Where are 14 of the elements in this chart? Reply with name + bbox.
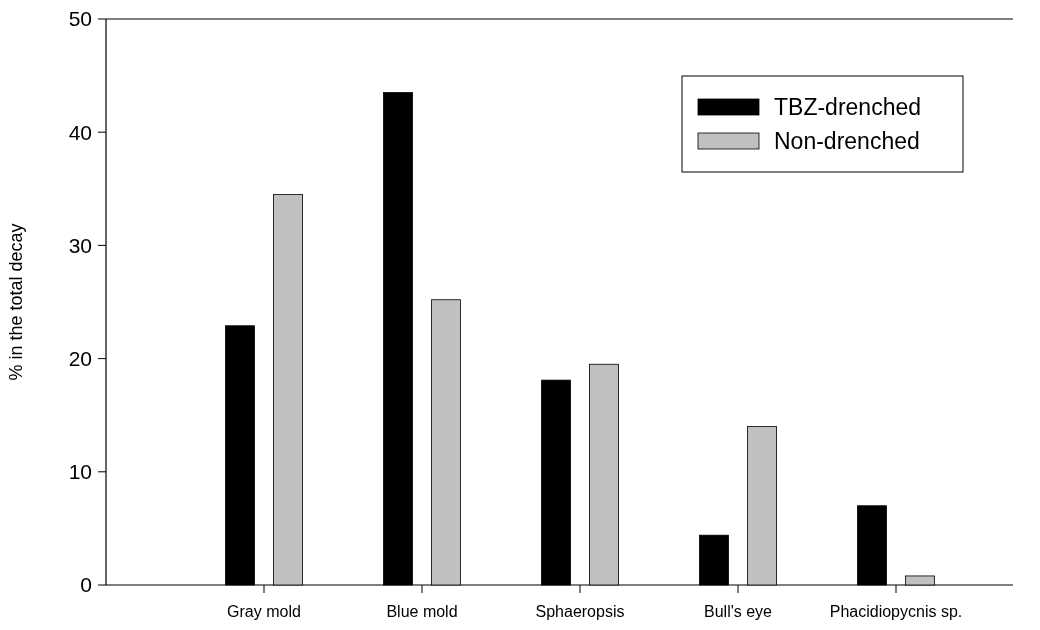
legend-label: Non-drenched	[774, 128, 920, 155]
x-tick-label: Bull's eye	[704, 603, 773, 620]
x-tick-label: Gray mold	[227, 603, 301, 620]
y-tick-label: 40	[68, 120, 92, 144]
y-tick-label: 30	[68, 233, 92, 257]
x-tick-label: Blue mold	[386, 603, 458, 620]
y-tick-label: 10	[68, 460, 92, 484]
x-tick-label: Phacidiopycnis sp.	[829, 603, 963, 620]
legend-label: TBZ-drenched	[774, 94, 922, 121]
x-tick-label: Sphaeropsis	[535, 603, 625, 620]
y-tick-label: 0	[80, 573, 92, 597]
y-tick-label: 20	[68, 346, 92, 370]
y-tick-label: 50	[68, 7, 92, 31]
y-axis-title: % in the total decay	[6, 223, 26, 381]
